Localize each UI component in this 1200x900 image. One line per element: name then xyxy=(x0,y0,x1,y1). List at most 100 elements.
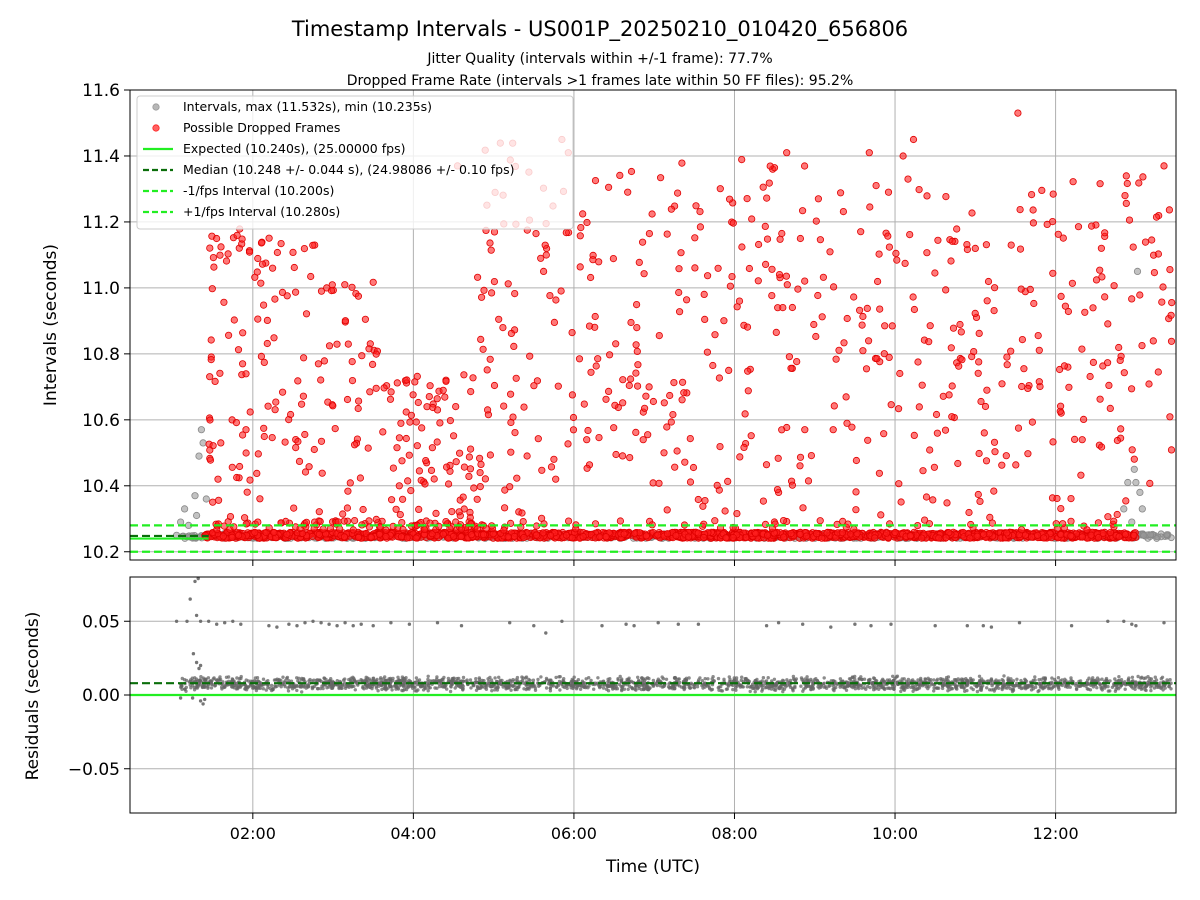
dropped-frame-point xyxy=(1024,450,1032,458)
dropped-frame-point xyxy=(207,336,215,344)
dropped-frame-point xyxy=(619,376,627,384)
dropped-frame-point xyxy=(703,272,712,280)
dropped-frame-point xyxy=(1057,530,1065,539)
dropped-frame-point xyxy=(700,290,708,298)
dropped-frame-point xyxy=(947,257,955,265)
dropped-frame-point xyxy=(813,529,821,538)
dropped-frame-point xyxy=(948,413,956,421)
residual-point xyxy=(937,686,941,690)
dropped-frame-point xyxy=(1128,295,1136,303)
dropped-frame-point xyxy=(495,315,503,323)
dropped-frame-point xyxy=(1065,383,1073,391)
dropped-frame-point xyxy=(372,384,380,392)
dropped-frame-point xyxy=(703,348,712,356)
dropped-frame-point xyxy=(1030,299,1038,308)
dropped-frame-point xyxy=(904,175,912,183)
dropped-frame-point xyxy=(1121,530,1130,538)
dropped-frame-point xyxy=(1110,517,1118,525)
dropped-frame-point xyxy=(368,360,377,368)
dropped-frame-point xyxy=(265,234,273,242)
residuals-data xyxy=(174,576,1173,706)
dropped-frame-point xyxy=(562,229,570,237)
dropped-frame-point xyxy=(835,346,843,354)
dropped-frame-point xyxy=(1024,384,1032,392)
dropped-frame-point xyxy=(802,532,811,540)
interval-point xyxy=(1138,505,1146,513)
dropped-frame-point xyxy=(814,195,823,203)
dropped-frame-point xyxy=(691,234,699,242)
dropped-frame-point xyxy=(768,265,776,273)
dropped-frame-point xyxy=(604,183,613,191)
dropped-frame-point xyxy=(281,438,289,446)
residual-point xyxy=(660,675,664,679)
dropped-frame-point xyxy=(1018,335,1027,344)
dropped-frame-point xyxy=(1083,526,1091,534)
dropped-frame-point xyxy=(382,526,390,534)
residual-point xyxy=(626,687,630,691)
dropped-frame-point xyxy=(442,463,451,471)
dropped-frame-point xyxy=(1060,362,1069,370)
residual-point xyxy=(992,689,996,693)
dropped-frame-point xyxy=(896,369,904,378)
dropped-frame-point xyxy=(975,329,983,337)
dropped-frame-point xyxy=(663,230,671,238)
dropped-frame-point xyxy=(990,306,998,315)
dropped-frame-point xyxy=(343,395,352,404)
dropped-frame-point xyxy=(725,366,733,374)
intervals-y-tick-label: 11.6 xyxy=(82,81,120,101)
dropped-frame-point xyxy=(243,488,251,496)
dropped-frame-point xyxy=(1017,526,1026,534)
dropped-frame-point xyxy=(1003,361,1011,369)
dropped-frame-point xyxy=(1138,341,1146,350)
dropped-frame-point xyxy=(302,310,311,318)
dropped-frame-point xyxy=(206,416,214,424)
dropped-frame-point xyxy=(925,338,933,346)
dropped-frame-point xyxy=(765,179,773,187)
residual-point xyxy=(468,678,473,682)
dropped-frame-point xyxy=(576,263,584,271)
dropped-frame-point xyxy=(982,241,991,249)
dropped-frame-point xyxy=(490,228,499,236)
dropped-frame-point xyxy=(1080,415,1088,423)
dropped-frame-point xyxy=(1120,369,1128,377)
dropped-frame-point xyxy=(526,352,534,360)
dropped-frame-point xyxy=(773,485,782,494)
dropped-frame-point xyxy=(632,428,640,436)
dropped-frame-point xyxy=(635,258,643,266)
dropped-frame-point xyxy=(552,296,560,304)
residual-point xyxy=(300,690,304,694)
dropped-frame-point xyxy=(538,466,546,474)
dropped-frame-point xyxy=(380,384,388,392)
dropped-frame-point xyxy=(748,215,756,223)
dropped-frame-point xyxy=(534,435,542,443)
dropped-frame-point xyxy=(239,360,247,368)
dropped-frame-point xyxy=(301,468,310,476)
dropped-frame-point xyxy=(745,264,754,273)
dropped-frame-point xyxy=(678,396,686,404)
dropped-frame-point xyxy=(933,429,942,437)
dropped-frame-point xyxy=(1053,494,1061,503)
dropped-frame-point xyxy=(290,263,298,272)
dropped-frame-point xyxy=(277,240,285,248)
dropped-frame-point xyxy=(320,357,328,365)
dropped-frame-point xyxy=(452,458,460,466)
residual-point xyxy=(1091,676,1095,680)
dropped-frame-point xyxy=(906,532,914,540)
dropped-frame-point xyxy=(258,260,267,268)
dropped-frame-point xyxy=(354,292,362,300)
interval-point xyxy=(1124,478,1132,487)
residual-point xyxy=(1119,678,1124,682)
dropped-frame-point xyxy=(1018,382,1026,391)
dropped-frame-point xyxy=(840,339,848,347)
dropped-frame-point xyxy=(444,480,453,488)
dropped-frame-point xyxy=(213,234,221,243)
dropped-frame-point xyxy=(655,479,663,487)
dropped-frame-point xyxy=(423,403,431,411)
dropped-frame-point xyxy=(537,254,545,262)
dropped-frame-point xyxy=(500,402,508,410)
dropped-frame-point xyxy=(268,264,277,272)
residual-point xyxy=(926,676,930,680)
dropped-frame-point xyxy=(1104,320,1112,328)
dropped-frame-point xyxy=(953,225,961,233)
dropped-frame-point xyxy=(1122,172,1130,180)
